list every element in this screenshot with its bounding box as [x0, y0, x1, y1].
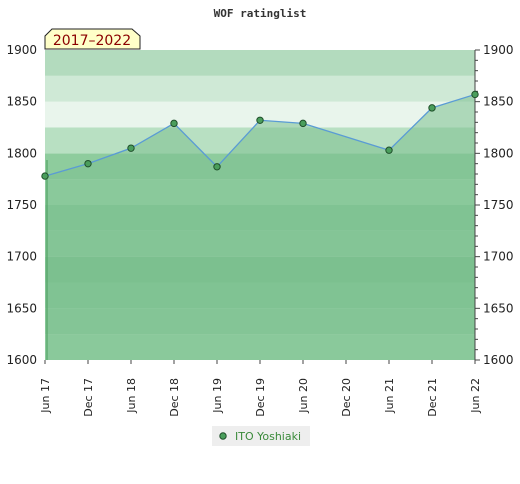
y-tick-label-left: 1800: [6, 146, 37, 160]
y-tick-label-right: 1850: [483, 95, 514, 109]
data-point: [385, 146, 393, 154]
series-line: [44, 93, 476, 177]
y-tick-label-right: 1800: [483, 146, 514, 160]
x-tick-label: Jun 19: [211, 378, 224, 414]
x-tick-label: Dec 19: [254, 378, 267, 417]
series-marks: [41, 90, 479, 180]
grid-band: [45, 75, 475, 102]
legend-label: ITO Yoshiaki: [235, 430, 301, 443]
x-tick-label: Dec 18: [168, 378, 181, 417]
data-point: [127, 144, 135, 152]
y-tick-label-left: 1900: [6, 43, 37, 57]
y-tick-label-right: 1600: [483, 353, 514, 367]
legend: ITO Yoshiaki: [212, 426, 310, 446]
data-point: [170, 119, 178, 128]
x-tick-label: Jun 18: [125, 378, 138, 414]
y-tick-label-right: 1700: [483, 250, 514, 264]
y-tick-label-right: 1750: [483, 198, 514, 212]
y-tick-label-left: 1750: [6, 198, 37, 212]
area-layer: [45, 94, 475, 360]
y-tick-label-right: 1650: [483, 301, 514, 315]
x-tick-label: Dec 20: [340, 378, 353, 417]
y-tick-label-left: 1650: [6, 301, 37, 315]
grid-band: [45, 50, 475, 76]
x-tick-label: Dec 21: [426, 378, 439, 417]
data-point: [299, 119, 307, 128]
legend-box: [212, 426, 310, 446]
x-tick-label: Jun 21: [383, 378, 396, 414]
y-tick-label-right: 1900: [483, 43, 514, 57]
data-point: [41, 172, 49, 180]
legend-marker: [219, 432, 227, 440]
series-area: [45, 94, 475, 360]
x-tick-label: Jun 17: [39, 378, 52, 414]
x-tick-label: Jun 20: [297, 378, 310, 414]
period-badge-text: 2017–2022: [53, 33, 131, 49]
period-badge: 2017–2022: [44, 28, 141, 50]
data-point: [84, 159, 92, 168]
axes: 1600 1600 1650 1650 1700 1700 1750 1750 1800 1800…: [6, 43, 513, 417]
data-point: [256, 116, 264, 124]
y-tick-label-left: 1700: [6, 250, 37, 264]
x-tick-label: Jun 22: [469, 378, 482, 414]
y-tick-label-left: 1600: [6, 353, 37, 367]
y-tick-label-left: 1850: [6, 95, 37, 109]
data-point: [471, 90, 479, 99]
chart-title: WOF ratinglist: [214, 7, 307, 20]
data-point: [428, 104, 436, 112]
x-tick-label: Dec 17: [82, 378, 95, 417]
data-point: [213, 163, 221, 171]
